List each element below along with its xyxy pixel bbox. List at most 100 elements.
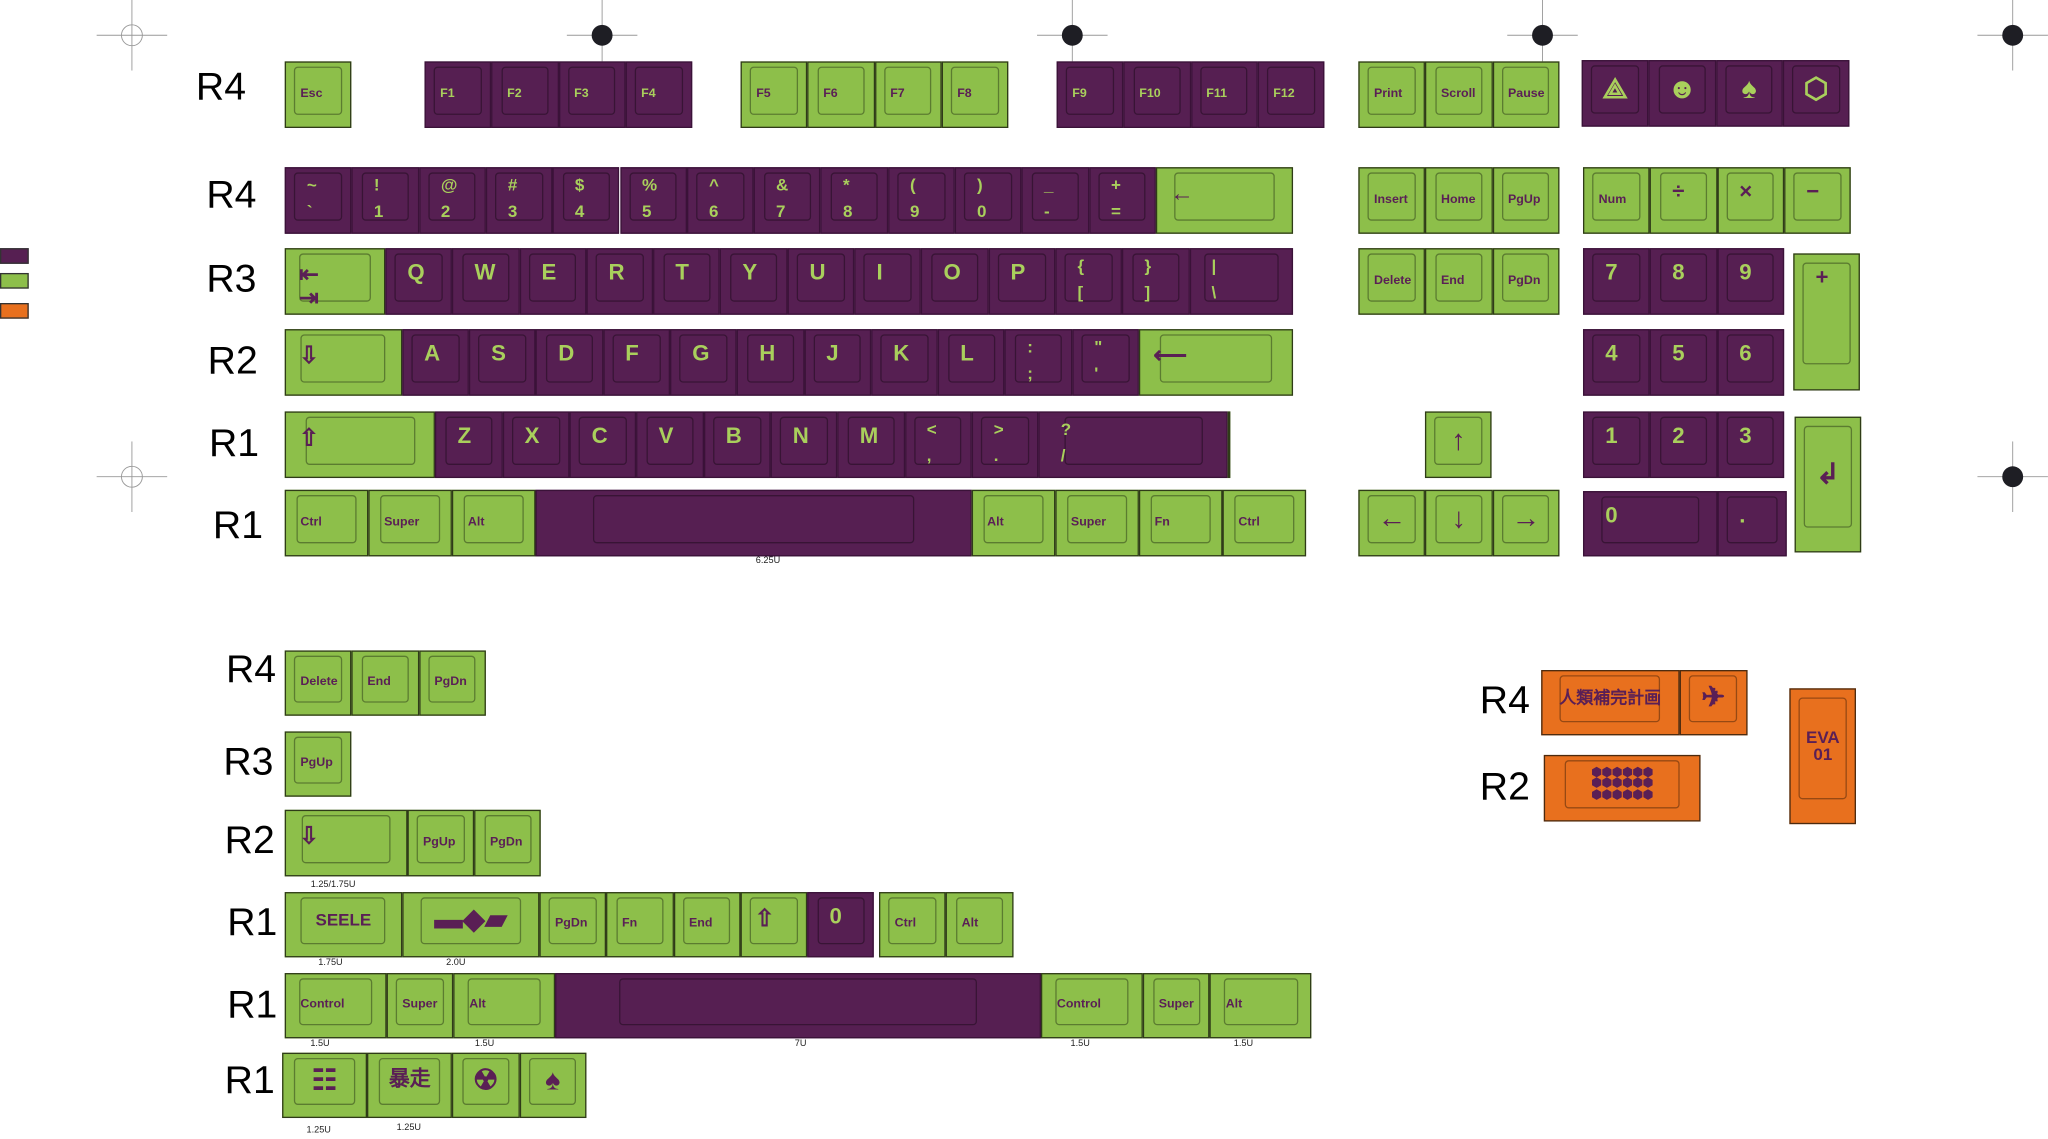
keycap-top	[817, 897, 865, 945]
row-profile-label: R1	[212, 504, 263, 548]
key-size-note: 2.0U	[446, 958, 466, 968]
key-legend: %	[641, 175, 658, 195]
keycap-top	[1802, 262, 1851, 366]
keycap-top	[951, 66, 999, 116]
key-legend: 2	[1672, 423, 1685, 448]
key-legend: PgUp	[423, 834, 456, 849]
key-symbol: ;:	[1005, 329, 1073, 396]
key-f3: F3	[558, 61, 626, 128]
key-symbol: [{	[1055, 248, 1123, 315]
key-pgdn: PgDn	[474, 809, 542, 877]
keycap-top	[955, 897, 1004, 945]
color-swatch-orange	[0, 303, 29, 319]
key-symbol: - _	[1021, 167, 1089, 234]
keycap-top	[1659, 416, 1708, 466]
row-profile-label: R4	[195, 65, 247, 109]
key-legend: D	[558, 340, 575, 366]
keycap-top	[662, 253, 711, 302]
key-super: Super	[386, 973, 454, 1039]
keycap-top	[1726, 416, 1775, 466]
keycap-top	[1368, 253, 1416, 302]
key-scroll: Scroll	[1425, 61, 1493, 128]
key-symbol: 5%	[619, 167, 687, 234]
key-alt: Alt	[1210, 973, 1312, 1039]
key-legend: Pause	[1508, 85, 1545, 101]
key-legend: PgUp	[1508, 191, 1541, 207]
keycap-top	[428, 172, 477, 221]
key-ctrl: Ctrl	[1222, 489, 1307, 557]
key-numpad-enter-arrow: ↲	[1794, 416, 1862, 553]
keycap-top	[301, 814, 391, 864]
key-legend: 1	[1605, 423, 1618, 448]
key-backspace-arrow: ←	[1155, 167, 1294, 234]
keycap-top	[1203, 253, 1279, 302]
key-legend: I	[876, 259, 883, 285]
color-swatch-green	[0, 272, 29, 289]
key-ctrl: Ctrl	[879, 892, 947, 958]
key-pgup: PgUp	[407, 809, 475, 877]
key-legend: $	[574, 175, 585, 195]
keycap-top	[411, 334, 460, 383]
key-x: X	[502, 411, 570, 479]
key-num: Num	[1582, 167, 1650, 234]
key-legend: K	[893, 340, 910, 366]
key-u: U	[787, 248, 855, 315]
down-arrow-icon: ↓	[1451, 500, 1467, 534]
keycap-top	[495, 172, 544, 221]
shift-arrow-icon: ⇧	[299, 424, 319, 451]
key-symbol: ×	[1716, 167, 1784, 234]
key-legend: )	[976, 175, 983, 195]
keycap-top	[1133, 66, 1181, 116]
row-profile-label: R1	[224, 1059, 275, 1103]
keycap-top	[501, 66, 549, 116]
caps-lock-arrow-icon: ⇩	[299, 822, 319, 849]
key-legend: Home	[1441, 191, 1476, 207]
key-symbol: /?	[1038, 411, 1229, 479]
key-symbol: .	[1716, 491, 1788, 557]
keycap-top	[417, 814, 465, 864]
row-profile-label: R2	[1479, 765, 1530, 809]
key-kanji-berserk: 暴走	[367, 1052, 453, 1119]
key-legend: F12	[1273, 85, 1295, 101]
keycap-top	[947, 334, 996, 383]
key-legend: !	[373, 175, 380, 195]
key-pgdn: PgDn	[418, 650, 486, 716]
key-g: G	[669, 329, 737, 396]
key-alt: Alt	[453, 973, 556, 1039]
keycap-top	[897, 172, 946, 221]
key-sublegend: 4	[574, 201, 585, 221]
key-f9: F9	[1056, 61, 1124, 128]
keycap-top	[394, 253, 443, 302]
keycap-top	[1792, 65, 1841, 114]
key-legend: Scroll	[1441, 85, 1476, 101]
key-e: E	[519, 248, 587, 315]
key-shift-arrow: ⇧	[284, 411, 436, 479]
key-legend: C	[591, 423, 608, 448]
key-alt: Alt	[971, 489, 1056, 557]
key-size-note: 1.25/1.75U	[310, 880, 356, 890]
key-legend: Print	[1374, 85, 1403, 101]
keycap-top	[1267, 66, 1315, 116]
keycap-top	[294, 172, 343, 221]
key-size-note: 1.75U	[318, 958, 343, 968]
key-symbol: 2 @	[418, 167, 486, 234]
key-size-note: 6.25U	[755, 556, 781, 566]
keycap-top	[484, 814, 532, 864]
key-legend: PgDn	[434, 674, 467, 689]
key-size-note: 1.5U	[474, 1039, 495, 1049]
keycap-top	[1174, 172, 1275, 221]
key-symbol: . >	[971, 411, 1039, 479]
key-end: End	[351, 650, 419, 716]
keycap-top	[562, 172, 611, 221]
key-q: Q	[385, 248, 453, 315]
key-alt: Alt	[452, 489, 536, 557]
key-legend: 3	[1739, 423, 1752, 448]
keycap-top	[1098, 172, 1147, 221]
key-legend: Control	[300, 996, 345, 1012]
keycap-top	[1502, 66, 1550, 116]
key-legend: Alt	[961, 915, 979, 931]
key-legend: End	[1441, 272, 1465, 288]
keycap-top	[300, 334, 386, 383]
key-legend: Control	[1056, 996, 1101, 1012]
keycap-top	[763, 172, 812, 221]
